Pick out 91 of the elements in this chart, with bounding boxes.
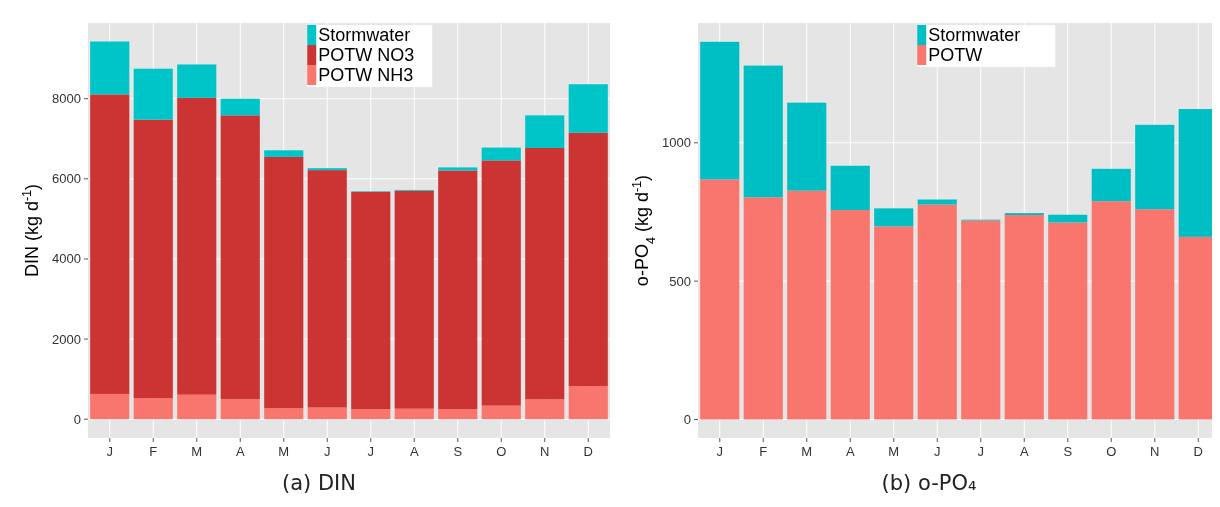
bar — [787, 102, 827, 191]
x-tick-label: F — [759, 444, 768, 459]
bar — [351, 409, 391, 420]
x-tick-label: J — [106, 444, 113, 459]
bar — [438, 409, 478, 420]
bar — [90, 393, 130, 420]
bar — [177, 394, 217, 420]
y-tick-label: 4000 — [52, 251, 81, 267]
bar — [177, 64, 217, 98]
legend-label: Stormwater — [318, 25, 411, 45]
bar — [394, 190, 434, 409]
bar — [220, 398, 260, 420]
bar — [307, 170, 347, 408]
bar — [307, 407, 347, 420]
text: (b) o-PO₄ — [881, 471, 977, 495]
bar — [787, 190, 827, 420]
bar — [394, 408, 434, 420]
bar — [568, 132, 608, 387]
bar — [525, 147, 565, 400]
x-tick-label: M — [801, 444, 813, 459]
bar — [264, 408, 304, 420]
x-tick-label: J — [367, 444, 374, 459]
x-tick-label: J — [934, 444, 941, 459]
x-tick-label: J — [324, 444, 331, 459]
legend-label: Stormwater — [928, 25, 1021, 45]
x-tick-label: N — [1150, 444, 1160, 459]
x-tick-label: D — [1193, 444, 1203, 459]
bar — [220, 115, 260, 399]
y-tick-label: 0 — [73, 411, 81, 427]
bar — [830, 210, 870, 420]
x-tick-label: F — [149, 444, 158, 459]
y-tick-label: 0 — [683, 412, 691, 428]
bar — [700, 41, 740, 180]
x-tick-label: M — [278, 444, 290, 459]
y-tick-label: 2000 — [52, 331, 81, 347]
bar — [917, 204, 957, 420]
bar — [1135, 209, 1175, 420]
bar — [481, 160, 521, 406]
x-tick-label: N — [540, 444, 550, 459]
bar — [481, 147, 521, 161]
bar — [568, 84, 608, 133]
y-tick-label: 6000 — [52, 171, 81, 187]
bar — [961, 220, 1001, 420]
x-tick-label: M — [191, 444, 203, 459]
bar — [568, 386, 608, 420]
x-tick-label: A — [235, 444, 245, 459]
bar — [1135, 124, 1175, 210]
bar — [90, 41, 130, 95]
x-tick-label: A — [845, 444, 855, 459]
bar — [438, 167, 478, 171]
legend-label: POTW — [928, 45, 983, 65]
bar — [743, 65, 783, 198]
bar — [525, 115, 565, 148]
bar — [1091, 168, 1131, 202]
bar — [133, 398, 173, 420]
bar — [1004, 215, 1044, 420]
bar — [1048, 222, 1088, 420]
legend-label: POTW NH3 — [318, 65, 414, 85]
x-tick-label: A — [1019, 444, 1029, 459]
bar — [700, 179, 740, 420]
x-tick-label: J — [716, 444, 723, 459]
bar — [830, 165, 870, 211]
x-tick-label: D — [583, 444, 593, 459]
x-tick-label: S — [453, 444, 463, 459]
bar — [1048, 214, 1088, 223]
bar — [481, 405, 521, 420]
bar — [525, 399, 565, 420]
bar — [264, 156, 304, 409]
bar — [90, 94, 130, 394]
bar — [351, 191, 391, 410]
bar — [874, 208, 914, 227]
bar — [874, 226, 914, 420]
x-tick-label: A — [409, 444, 419, 459]
y-tick-label: 1000 — [662, 135, 691, 151]
x-tick-label: J — [977, 444, 984, 459]
bar — [133, 119, 173, 399]
bar — [133, 68, 173, 120]
bar — [1091, 201, 1131, 420]
bar — [177, 97, 217, 395]
x-tick-label: S — [1063, 444, 1073, 459]
text: (a) DIN — [281, 471, 357, 495]
legend-label: POTW NO3 — [318, 45, 415, 65]
y-tick-label: 8000 — [52, 91, 81, 107]
bar — [220, 98, 260, 116]
bar — [264, 150, 304, 157]
x-tick-label: O — [496, 444, 507, 459]
y-tick-label: 500 — [669, 273, 691, 289]
x-tick-label: M — [888, 444, 900, 459]
bar — [438, 170, 478, 410]
x-tick-label: O — [1106, 444, 1117, 459]
bar — [743, 197, 783, 420]
